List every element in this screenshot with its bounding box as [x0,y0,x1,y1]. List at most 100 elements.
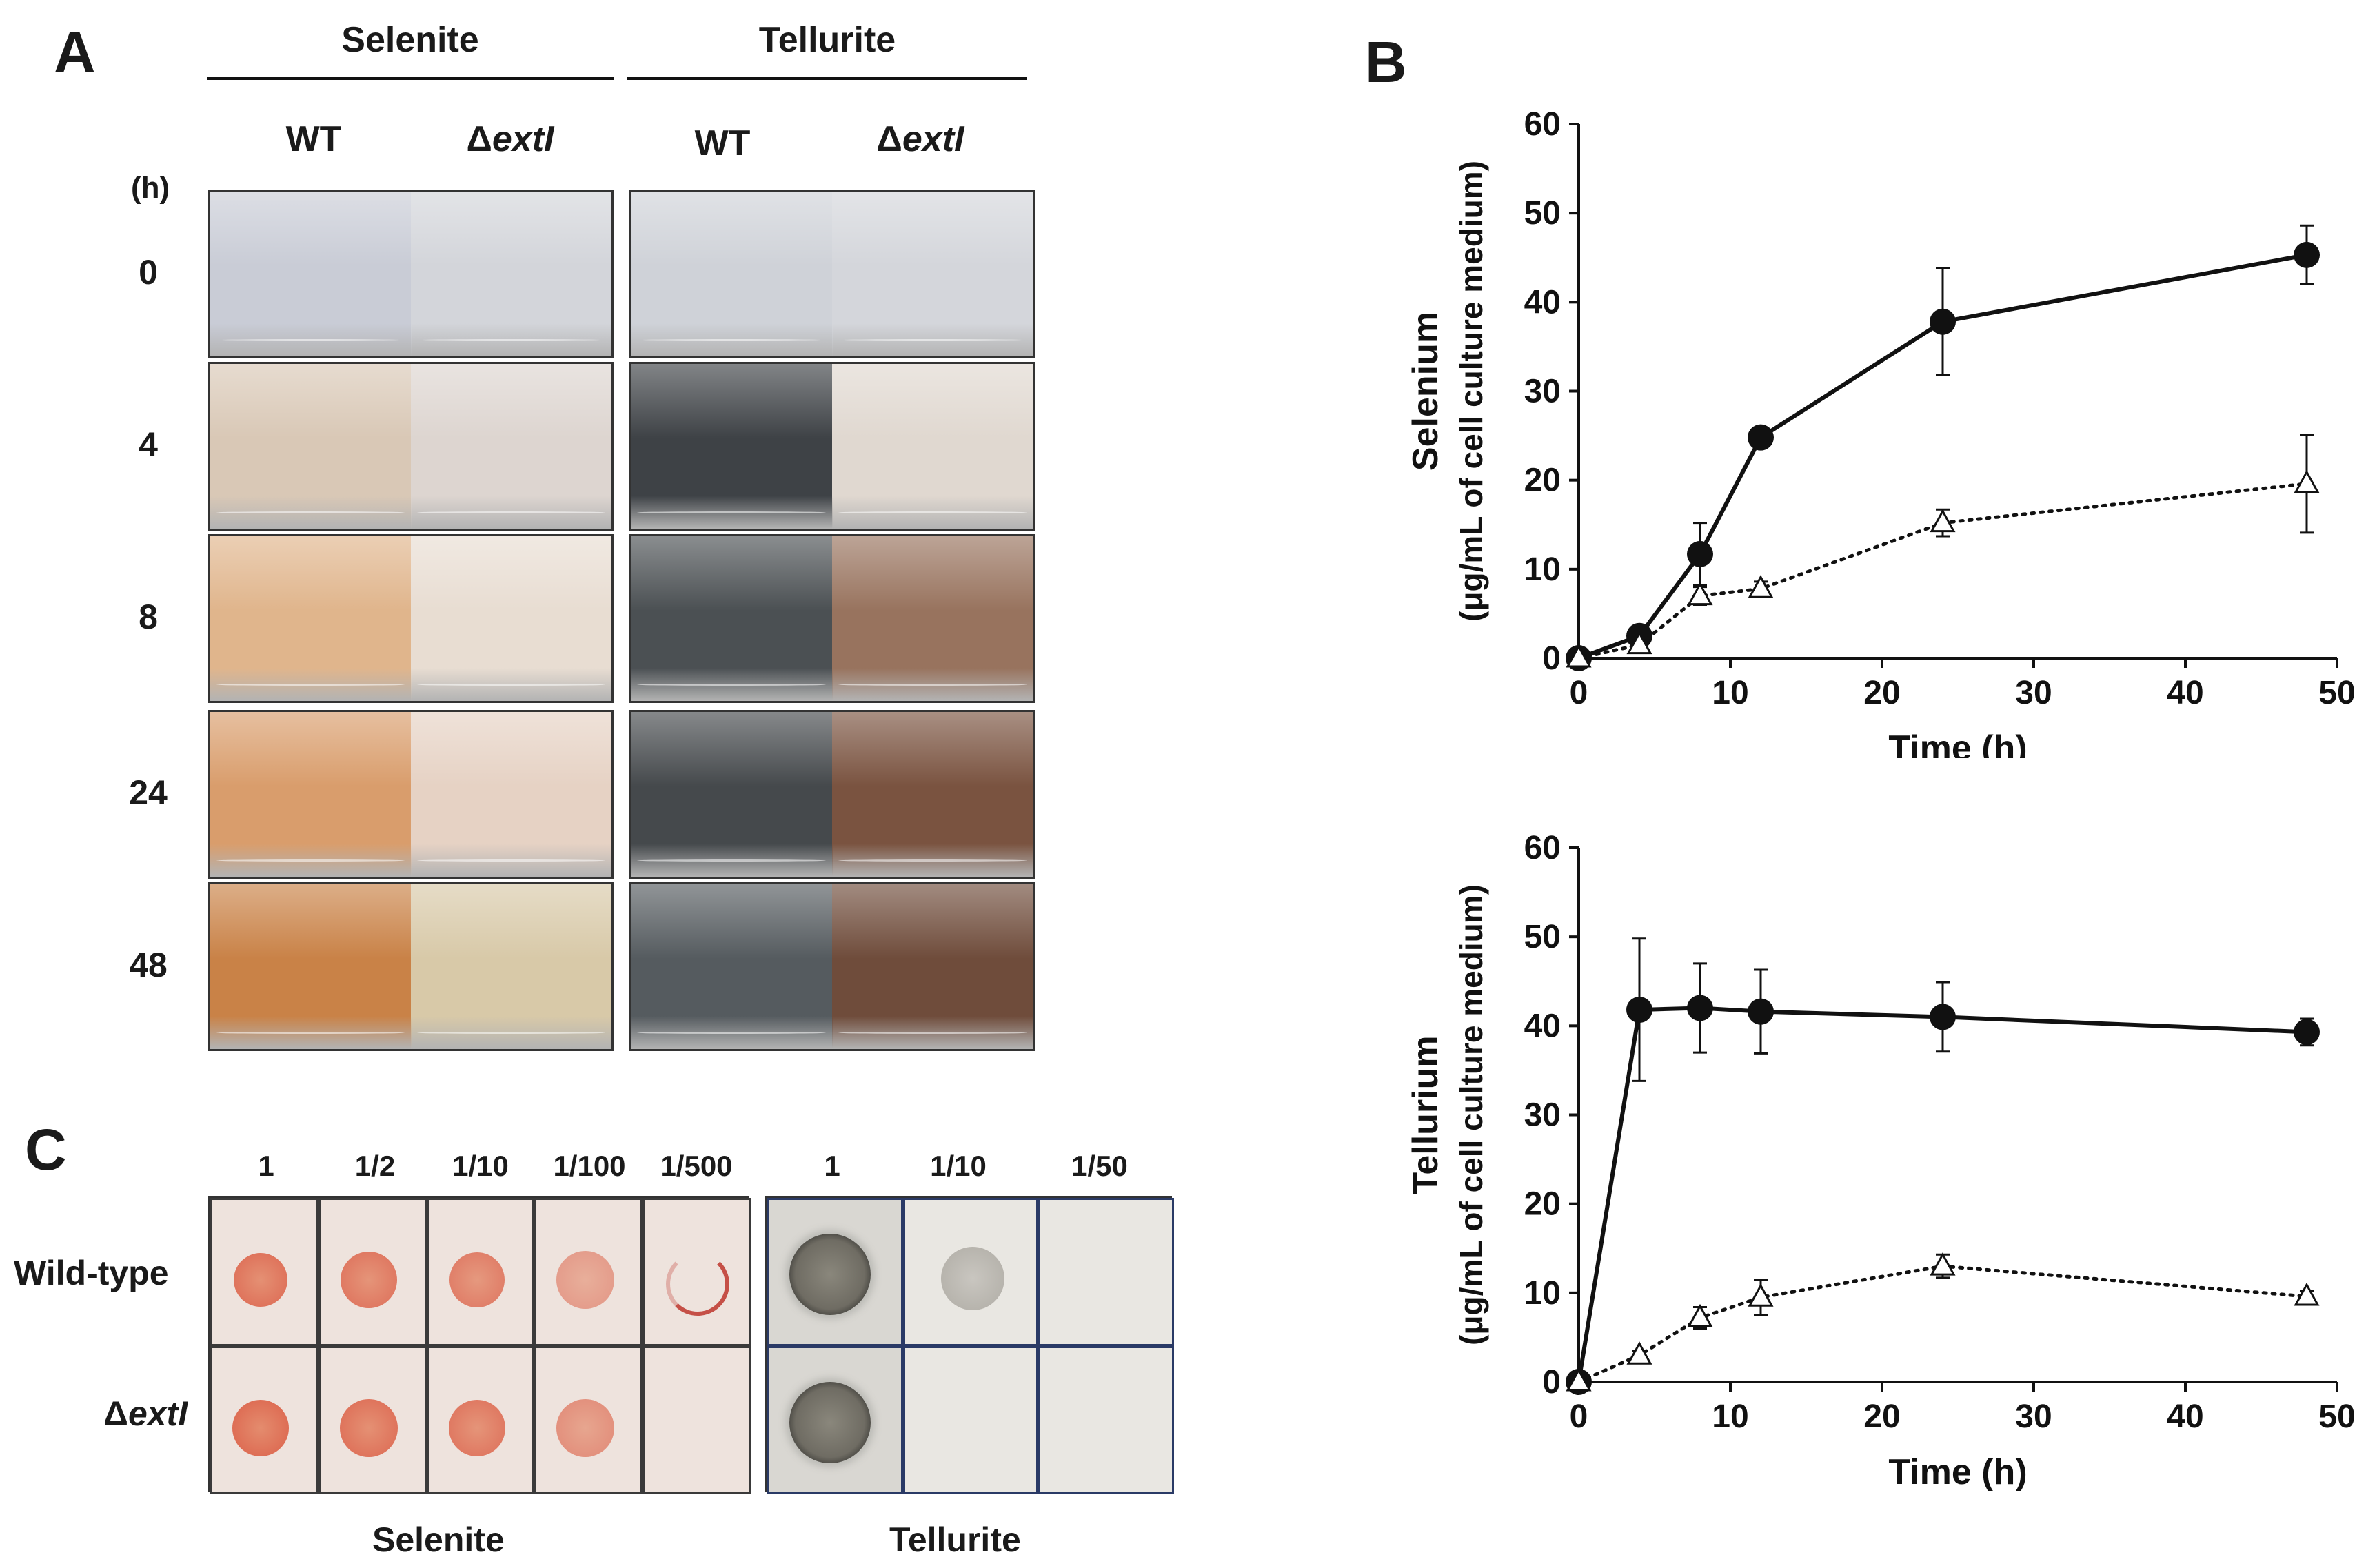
panel-b-label: B [1365,30,1407,94]
jar-gloss [411,364,611,438]
tellurite-footer: Tellurite [889,1520,1021,1559]
jar-gloss [411,712,611,786]
tellurite-dilution-1: 1/10 [930,1150,987,1182]
timepoint-label-0: 0 [139,252,158,292]
x-tick-label: 20 [1863,1398,1900,1435]
series-line-1 [1577,1264,2309,1384]
y-tick-label: 10 [1524,551,1561,588]
selenite-dilution-1: 1/2 [354,1150,396,1182]
jar-bottom-rim [838,1032,1028,1034]
jar-gloss [210,364,411,438]
tellurite_wt-culture-48 [631,884,833,1049]
y-axis-label-unit: (μg/mL of cell culture medium) [1453,161,1489,622]
tellurite_wt-culture-24 [631,712,833,877]
selenium-chart: 0 10 20 30 40 50 60 0 10 20 30 40 50 Time (h) Selenium… [1406,106,2356,758]
selenite-cell-r1-c3 [534,1346,643,1494]
jar-gloss [631,712,832,786]
data-point-wt [1930,308,1956,335]
data-point-mutant [1626,1341,1652,1365]
selenite-cell-r1-c2 [426,1346,535,1494]
tellurite-jar-row-8 [629,534,1035,703]
y-axis-label-main: Tellurium [1406,1035,1446,1194]
x-tick-label: 50 [2318,675,2355,711]
y-tick-label: 50 [1524,919,1561,955]
y-tick-label: 20 [1524,462,1561,499]
x-tick-label: 30 [2015,1398,2052,1435]
tellurite-jar-row-24 [629,710,1035,879]
selenite-colony-spot [340,1398,398,1457]
selenite-dilution-3: 1/100 [553,1150,626,1182]
data-point-mutant [1566,1367,1592,1392]
jar-bottom-rim [838,339,1028,341]
tellurite-cell-r0-c1 [902,1198,1039,1346]
timepoint-label-4: 4 [139,425,158,464]
selenite-colony-spot [556,1398,614,1457]
jar-bottom-rim [216,1032,405,1034]
jar-gloss [832,712,1033,786]
row-label-mutant: ΔextI [103,1394,188,1433]
x-tick-label: 50 [2318,1398,2355,1435]
tellurite-mutant-label: ΔextI [876,119,964,159]
data-point-mutant [1748,575,1774,598]
data-point-wt [1626,997,1652,1024]
x-tick-label: 0 [1570,1398,1588,1435]
y-tick-label: 50 [1524,195,1561,232]
jar-gloss [631,192,832,266]
jar-bottom-rim [216,684,405,686]
tellurite-colony-spot [789,1381,871,1463]
selenite-colony-spot [341,1251,398,1308]
x-tick-label: 20 [1863,675,1900,711]
selenite-dilution-2: 1/10 [452,1150,509,1182]
tellurite_mut-culture-0 [832,192,1033,356]
tellurite-header-rule [627,77,1027,80]
tellurite_mut-culture-4 [832,364,1033,529]
data-point-wt [1930,1004,1956,1030]
tellurite_mut-culture-24 [832,712,1033,877]
y-tick-label: 30 [1524,374,1561,410]
jar-bottom-rim [416,684,606,686]
selenite-cell-r0-c0 [210,1198,318,1346]
selenite_mut-culture-8 [411,536,611,701]
y-axis-label-unit: (μg/mL of cell culture medium) [1453,884,1489,1345]
data-point-wt [1687,540,1713,567]
tellurite_wt-culture-4 [631,364,833,529]
jar-gloss [210,192,411,266]
selenite-colony-spot [448,1399,505,1456]
tellurite-colony-spot [789,1233,871,1315]
y-tick-label: 60 [1524,106,1561,143]
tellurite-dilution-2: 1/50 [1071,1150,1128,1182]
x-axis-label: Time (h) [1888,1452,2027,1492]
y-tick-label: 40 [1524,284,1561,320]
jar-bottom-rim [216,511,405,513]
y-tick-label: 0 [1542,1364,1561,1401]
selenite-cell-r1-c0 [210,1346,318,1494]
jar-bottom-rim [636,859,827,862]
panel-c-label: C [25,1117,67,1182]
timepoint-label-8: 8 [139,597,158,636]
selenite_wt-culture-8 [210,536,412,701]
y-tick-label: 10 [1524,1275,1561,1312]
data-point-mutant [1930,1252,1956,1276]
selenite-cell-r0-c3 [534,1198,643,1346]
x-tick-label: 40 [2167,675,2203,711]
timepoint-label-24: 24 [129,773,168,812]
jar-bottom-rim [216,859,405,862]
y-tick-label: 20 [1524,1186,1561,1223]
selenite-colony-spot [449,1252,505,1307]
selenite_wt-culture-0 [210,192,412,356]
selenite-colony-spot [232,1399,290,1456]
tellurite-jar-row-48 [629,882,1035,1051]
panel-a-label: A [54,20,96,85]
tellurite-cell-r0-c2 [1038,1198,1174,1346]
hour-unit-label: (h) [131,171,170,205]
tellurite-jar-row-0 [629,190,1035,358]
selenite_mut-culture-48 [411,884,611,1049]
selenite-jar-row-48 [208,882,614,1051]
selenite-wt-label: WT [285,119,342,159]
tellurite-header: Tellurite [758,20,896,60]
tellurium-chart: 0 10 20 30 40 50 60 0 10 20 30 40 50 Time (h) Telluriu… [1406,830,2356,1492]
selenite-jar-row-0 [208,190,614,358]
tellurite-cell-r0-c0 [767,1198,903,1346]
selenite-cell-r0-c4 [643,1198,751,1346]
jar-gloss [210,884,411,959]
